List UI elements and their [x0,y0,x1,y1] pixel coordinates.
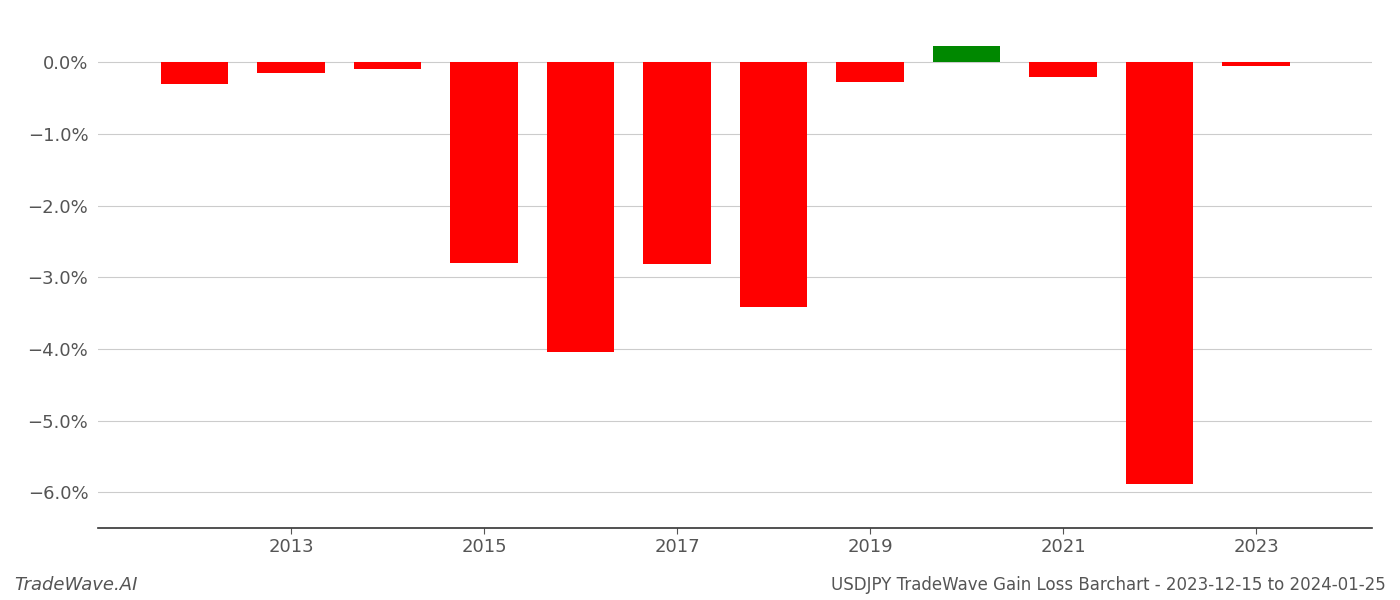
Bar [644,62,711,265]
Bar [451,62,518,263]
Bar [161,62,228,84]
Bar [547,62,615,352]
Bar [932,46,1001,62]
Text: USDJPY TradeWave Gain Loss Barchart - 2023-12-15 to 2024-01-25: USDJPY TradeWave Gain Loss Barchart - 20… [832,576,1386,594]
Bar [354,62,421,70]
Bar [836,62,904,82]
Bar [1222,62,1289,66]
Bar [1029,62,1098,77]
Bar [739,62,808,307]
Bar [1126,62,1193,484]
Bar [258,62,325,73]
Text: TradeWave.AI: TradeWave.AI [14,576,137,594]
